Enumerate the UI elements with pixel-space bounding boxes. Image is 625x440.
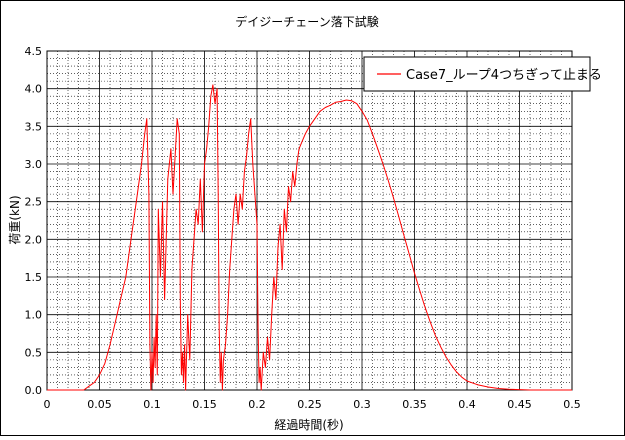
y-axis-ticks: 0.0 0.5 1.0 1.5 2.0 2.5 3.0 3.5 4.0 4.5 <box>25 45 43 397</box>
x-tick-label: 0.1 <box>143 398 161 411</box>
x-tick-label: 0 <box>44 398 51 411</box>
y-tick-label: 0.0 <box>25 384 43 397</box>
x-tick-label: 0.35 <box>402 398 427 411</box>
y-tick-label: 2.0 <box>25 233 43 246</box>
x-tick-label: 0.4 <box>458 398 476 411</box>
y-tick-label: 4.0 <box>25 83 43 96</box>
x-tick-label: 0.15 <box>192 398 217 411</box>
y-axis-label: 荷重(kN) <box>8 195 22 244</box>
plot-area-border <box>46 50 573 391</box>
x-tick-label: 0.5 <box>563 398 581 411</box>
y-tick-label: 3.5 <box>25 120 43 133</box>
x-tick-label: 0.25 <box>297 398 322 411</box>
major-grid <box>46 50 573 391</box>
chart-title: デイジーチェーン落下試験 <box>235 14 378 29</box>
x-tick-label: 0.05 <box>87 398 112 411</box>
y-tick-label: 1.0 <box>25 309 43 322</box>
y-tick-label: 4.5 <box>25 45 43 58</box>
legend-box <box>363 56 591 92</box>
x-axis-ticks: 0 0.05 0.1 0.15 0.2 0.25 0.3 0.35 0.4 0.45 0.5 <box>44 398 581 411</box>
y-tick-label: 2.5 <box>25 196 43 209</box>
x-axis-label: 経過時間(秒) <box>274 418 343 432</box>
y-tick-label: 0.5 <box>25 346 43 359</box>
x-tick-label: 0.2 <box>248 398 266 411</box>
legend-label: Case7_ループ4つちぎって止まる <box>406 68 602 83</box>
x-tick-label: 0.3 <box>353 398 371 411</box>
y-tick-label: 1.5 <box>25 271 43 284</box>
y-tick-label: 3.0 <box>25 158 43 171</box>
x-tick-label: 0.45 <box>507 398 532 411</box>
legend: Case7_ループ4つちぎって止まる <box>363 56 602 92</box>
series-layer <box>47 84 572 391</box>
series-line-0 <box>47 84 572 391</box>
minor-grid <box>47 51 572 390</box>
